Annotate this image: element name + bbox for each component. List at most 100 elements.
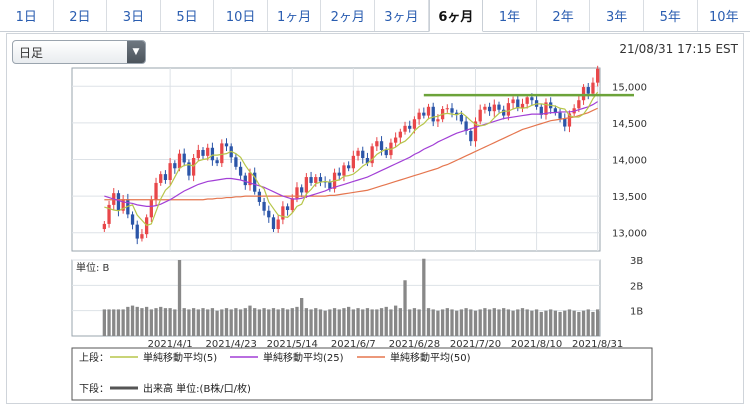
volume-bar bbox=[356, 308, 360, 336]
price-gridlines bbox=[72, 85, 600, 234]
candle-body bbox=[107, 204, 111, 224]
candle-body bbox=[370, 146, 374, 164]
tab-1[interactable]: 2日 bbox=[54, 0, 108, 31]
date-axis-labels: 2021/4/1 2021/4/23 2021/5/14 2021/6/7 2021/6… bbox=[148, 339, 624, 350]
tab-4[interactable]: 10日 bbox=[214, 0, 268, 31]
candle-body bbox=[257, 191, 262, 202]
candle-body bbox=[342, 165, 346, 176]
candle-body bbox=[544, 102, 548, 115]
volume-bar bbox=[534, 309, 539, 336]
volume-bar bbox=[464, 308, 468, 336]
candle-body bbox=[445, 108, 449, 110]
tab-10[interactable]: 2年 bbox=[537, 0, 591, 31]
volume-bar bbox=[112, 309, 116, 336]
volume-bar bbox=[220, 309, 224, 336]
volume-bar bbox=[549, 309, 553, 336]
volume-bar bbox=[196, 309, 200, 336]
volume-bar bbox=[229, 309, 233, 336]
candle-body bbox=[375, 141, 379, 147]
tab-12[interactable]: 5年 bbox=[644, 0, 698, 31]
candle-body bbox=[276, 219, 280, 230]
candle-body bbox=[426, 106, 431, 116]
ma25-line bbox=[104, 101, 598, 207]
legend-volume: 出来高 単位:(B株/口/枚) bbox=[143, 382, 251, 395]
volume-bar bbox=[234, 308, 238, 336]
volume-bar bbox=[135, 306, 139, 336]
candle-body bbox=[149, 199, 153, 218]
volume-bar bbox=[478, 309, 482, 336]
volume-bar bbox=[318, 309, 323, 336]
volume-bar bbox=[375, 309, 379, 336]
volume-bar bbox=[295, 306, 299, 336]
volume-bar bbox=[459, 309, 464, 336]
candle-body bbox=[206, 147, 210, 156]
candle-body bbox=[173, 163, 177, 169]
chevron-down-icon[interactable]: ▼ bbox=[127, 41, 145, 63]
candle-body bbox=[262, 201, 266, 211]
volume-bar bbox=[591, 311, 595, 336]
candle-body bbox=[436, 119, 440, 122]
tab-7[interactable]: 3ヶ月 bbox=[375, 0, 429, 31]
volume-bar bbox=[426, 308, 431, 336]
volume-bar bbox=[168, 308, 172, 336]
candle-body bbox=[516, 99, 520, 109]
volume-bar bbox=[206, 309, 210, 336]
tab-13[interactable]: 10年 bbox=[709, 10, 739, 25]
candle-body bbox=[591, 82, 595, 94]
candle-body bbox=[121, 199, 125, 211]
candle-body bbox=[469, 130, 473, 142]
candle-body bbox=[502, 109, 506, 116]
period-tabs: 1日 2日 3日 5日 10日 1ヶ月 2ヶ月 3ヶ月 6ヶ月 1年 2年 3年 5年 10年 bbox=[0, 0, 750, 32]
volume-bar bbox=[544, 310, 548, 336]
volume-bar bbox=[248, 305, 252, 336]
candle-body bbox=[238, 166, 243, 176]
tab-2[interactable]: 3日 bbox=[107, 0, 161, 31]
interval-select[interactable]: 日足 ▼ bbox=[12, 40, 146, 64]
volume-bar bbox=[257, 309, 262, 336]
legend-ma5: 単純移動平均(5) bbox=[143, 351, 217, 364]
volume-bar bbox=[191, 308, 196, 336]
volume-bar bbox=[300, 298, 304, 336]
volume-bar bbox=[520, 308, 525, 336]
volume-bar bbox=[149, 309, 153, 336]
tab-0[interactable]: 1日 bbox=[0, 0, 54, 31]
volume-bar bbox=[516, 309, 520, 336]
legend-ma25: 単純移動平均(25) bbox=[263, 351, 344, 364]
volume-bar bbox=[314, 308, 318, 336]
volume-bar bbox=[398, 308, 402, 336]
volume-bar bbox=[525, 309, 529, 336]
volume-bar bbox=[586, 309, 590, 336]
candle-body bbox=[455, 112, 459, 115]
volume-tick-label: 2B bbox=[630, 281, 643, 292]
candle-body bbox=[478, 109, 482, 122]
volume-bar bbox=[337, 309, 341, 336]
tab-8[interactable]: 6ヶ月 bbox=[428, 0, 484, 32]
volume-bar bbox=[431, 309, 435, 336]
candle-body bbox=[459, 114, 464, 122]
volume-bar bbox=[450, 309, 454, 336]
volume-bar bbox=[182, 308, 186, 336]
volume-bar bbox=[577, 311, 581, 336]
volume-bar bbox=[271, 308, 276, 336]
tab-6[interactable]: 2ヶ月 bbox=[321, 0, 376, 31]
volume-bar bbox=[163, 308, 168, 336]
legend-ma50: 単純移動平均(50) bbox=[390, 351, 471, 364]
price-tick-label: 13,500 bbox=[612, 192, 647, 203]
tab-5[interactable]: 1ヶ月 bbox=[268, 0, 322, 31]
moving-averages bbox=[104, 91, 599, 227]
volume-axis-labels: 3B 2B 1B bbox=[630, 256, 643, 318]
candle-body bbox=[314, 177, 318, 183]
candle-body bbox=[295, 187, 299, 199]
volume-bar bbox=[379, 308, 384, 336]
volume-bar bbox=[144, 306, 149, 336]
volume-bar bbox=[417, 309, 421, 336]
tab-9[interactable]: 1年 bbox=[483, 0, 537, 31]
price-tick-label: 14,000 bbox=[612, 156, 647, 167]
candle-body bbox=[224, 143, 229, 147]
volume-bar bbox=[403, 280, 407, 336]
candle-body bbox=[450, 108, 454, 113]
candle-body bbox=[347, 165, 351, 169]
tab-3[interactable]: 5日 bbox=[161, 0, 215, 31]
tab-11[interactable]: 3年 bbox=[590, 0, 644, 31]
